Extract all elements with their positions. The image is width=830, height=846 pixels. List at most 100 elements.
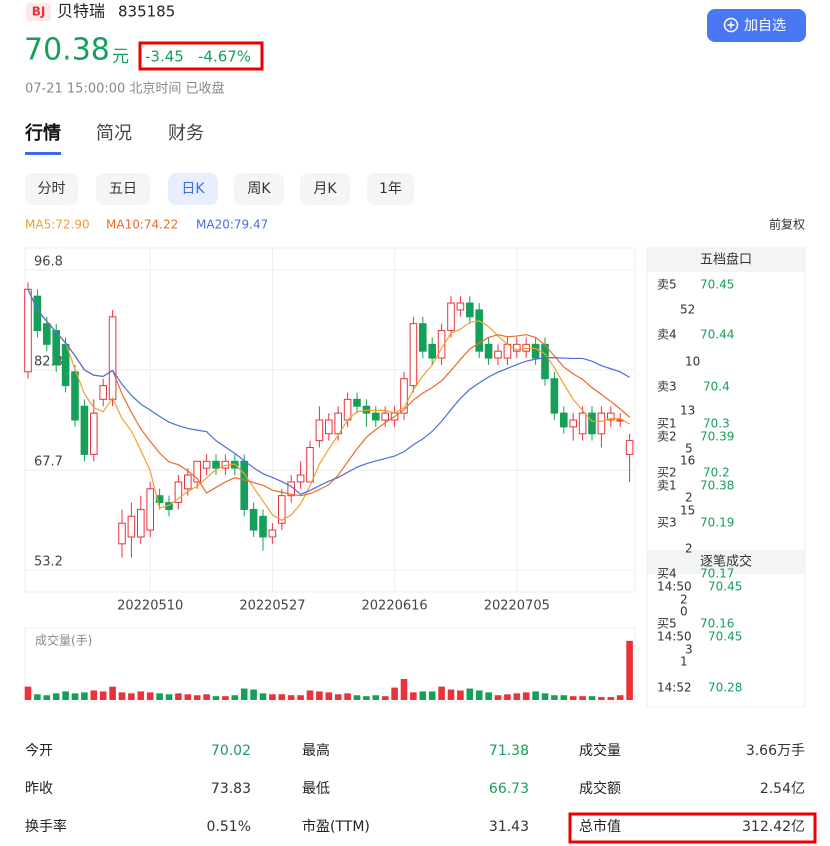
orderbook-item: 70.2 xyxy=(703,466,730,480)
volume-title: 成交量(手) xyxy=(35,633,92,648)
ma-legend: MA10:74.22 xyxy=(106,218,178,232)
candle-body xyxy=(43,323,51,345)
volume-bar xyxy=(287,695,295,700)
orderbook-item: 70.45 xyxy=(708,580,742,594)
stat-value: 2.54亿 xyxy=(760,781,805,797)
volume-bar xyxy=(52,693,60,700)
plus-icon xyxy=(723,17,739,33)
volume-bar xyxy=(325,692,333,700)
candle-body xyxy=(437,330,446,359)
tab[interactable]: 财务 xyxy=(168,123,204,144)
candle-body xyxy=(597,412,606,435)
candle-body xyxy=(372,412,380,421)
price-unit: 元 xyxy=(112,47,129,67)
candle-body xyxy=(447,302,455,332)
period-label: 周K xyxy=(247,181,271,197)
candle-body xyxy=(296,474,305,483)
orderbook-item: 70.39 xyxy=(700,430,734,444)
volume-bar xyxy=(410,692,417,700)
candle-body xyxy=(550,378,559,414)
orderbook-item: 2 xyxy=(685,542,693,556)
tab[interactable]: 行情 xyxy=(24,122,61,144)
stock-name: 贝特瑞 xyxy=(57,2,105,21)
orderbook-item: 70.45 xyxy=(700,278,734,292)
volume-bar xyxy=(447,689,455,700)
volume-bar xyxy=(62,691,69,700)
price: 70.38 xyxy=(24,33,110,68)
volume-bar xyxy=(259,693,267,700)
candle-body xyxy=(184,474,192,490)
volume-bar xyxy=(532,691,539,700)
volume-bar xyxy=(466,688,474,700)
candle-body xyxy=(24,288,32,373)
orderbook-item: 10 xyxy=(685,355,700,369)
candle-body xyxy=(560,412,568,428)
volume-bar xyxy=(175,693,182,700)
trades-header xyxy=(647,550,805,574)
button-label: 加自选 xyxy=(744,18,786,34)
x-tick-label: 20220510 xyxy=(117,599,183,614)
orderbook-item: 14:52 xyxy=(657,681,692,695)
candle-body xyxy=(80,405,89,455)
period-button[interactable] xyxy=(25,173,78,205)
volume-bar xyxy=(222,696,229,700)
orderbook-item: 买1 xyxy=(657,417,677,431)
stat-value: 31.43 xyxy=(489,819,529,835)
volume-bar xyxy=(569,696,577,700)
volume-bar xyxy=(579,696,586,700)
badge-bg xyxy=(26,3,51,21)
orderbook-item: 2 xyxy=(680,593,688,607)
stat-label: 成交量 xyxy=(579,742,621,759)
orderbook-item: 70.17 xyxy=(700,567,734,581)
adjust: 前复权 xyxy=(769,217,805,232)
candle-body xyxy=(202,460,211,469)
period-button[interactable] xyxy=(300,173,350,205)
volume-bar xyxy=(240,688,248,700)
volume-bar xyxy=(616,695,624,700)
volume-bar xyxy=(71,693,79,700)
orderbook-item: 卖3 xyxy=(657,380,677,394)
candle-body xyxy=(155,495,164,504)
volume-bar xyxy=(269,694,276,700)
period-button[interactable] xyxy=(234,173,284,205)
tab[interactable]: 简况 xyxy=(96,123,132,144)
plus-icon xyxy=(727,21,735,29)
period-label: 月K xyxy=(313,181,337,197)
volume-bar xyxy=(494,695,502,700)
orderbook-item: 买4 xyxy=(657,567,677,581)
period-button[interactable] xyxy=(96,173,150,205)
volume-bar xyxy=(165,694,173,700)
stat-label: 最低 xyxy=(302,781,330,797)
candle-body xyxy=(362,405,371,414)
candle-body xyxy=(541,343,549,380)
candle-body xyxy=(146,488,154,531)
volume-bar xyxy=(193,695,201,700)
candle-body xyxy=(240,460,248,510)
period-button[interactable] xyxy=(168,173,218,205)
x-tick-label: 20220527 xyxy=(239,599,305,614)
period-button[interactable] xyxy=(367,173,414,205)
stat-label: 换手率 xyxy=(25,818,67,835)
stat-label: 最高 xyxy=(302,742,330,759)
candle-body xyxy=(400,378,408,414)
period-label: 分时 xyxy=(38,181,66,197)
stat-label: 市盈(TTM) xyxy=(302,818,370,835)
volume-bar xyxy=(419,691,427,700)
candle-body xyxy=(325,419,333,435)
orderbook-item: 卖1 xyxy=(657,479,677,493)
x-tick-label: 20220705 xyxy=(484,599,550,614)
stat-value: 312.42亿 xyxy=(742,819,805,835)
orderbook-item: 2 xyxy=(685,491,693,505)
volume-bar xyxy=(212,696,220,700)
candle-body xyxy=(475,309,483,352)
orderbook-item: 70.28 xyxy=(708,681,742,695)
volume-bar xyxy=(297,695,304,700)
volume-bar xyxy=(522,692,530,700)
stat-value: 3.66万手 xyxy=(746,743,805,759)
orderbook-item: 买3 xyxy=(657,516,677,530)
y-tick-label: 96.8 xyxy=(34,255,63,270)
volume-bar xyxy=(400,679,408,700)
add-watch-button[interactable]: 加自选 xyxy=(707,9,806,42)
y-tick-label: 53.2 xyxy=(34,554,63,569)
volume-bar xyxy=(504,694,511,700)
